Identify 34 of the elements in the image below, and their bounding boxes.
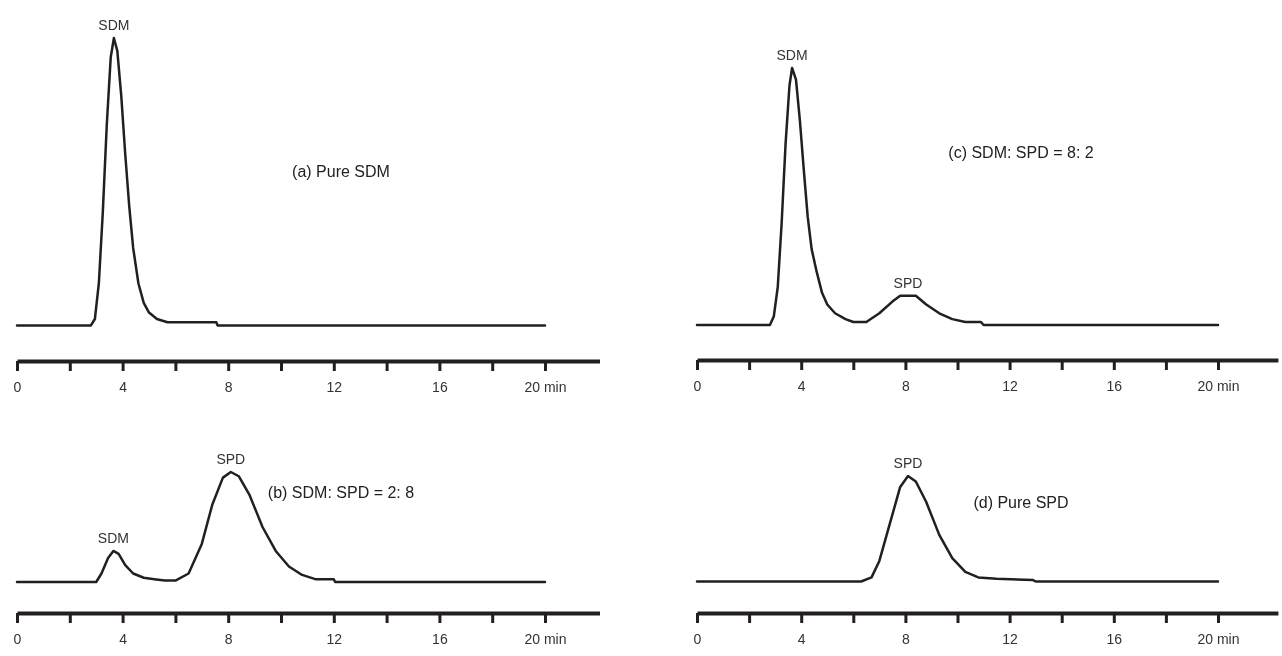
x-tick-label: 20 min [524,631,567,648]
x-tick-label: 12 [1002,631,1019,648]
annotation: SDM [98,17,130,33]
annotation: SDM [97,529,129,546]
annotation: SPD [893,455,923,471]
x-tick-label: 12 [326,379,343,396]
x-tick-label: 4 [797,378,806,395]
x-tick-label: 8 [224,379,233,396]
x-tick-label: 0 [693,631,702,648]
x-tick-label: 16 [432,379,448,396]
annotation: (d) Pure SPD [973,493,1069,511]
annotation: (c) SDM: SPD = 8: 2 [948,143,1094,161]
x-tick-label: 4 [119,631,128,648]
x-tick-label: 0 [693,378,702,395]
x-tick-label: 12 [326,631,343,648]
annotation: (a) Pure SDM [292,162,390,180]
x-tick-label: 4 [797,631,806,648]
x-tick-label: 16 [1106,631,1123,648]
annotation: SDM [776,47,808,63]
annotation: (b) SDM: SPD = 2: 8 [267,484,415,502]
x-tick-label: 12 [1002,378,1019,395]
x-tick-label: 16 [1106,378,1123,395]
annotation: SPD [216,451,246,467]
x-tick-label: 0 [13,631,22,648]
x-tick-label: 8 [902,631,910,648]
x-tick-label: 8 [224,631,233,648]
x-tick-label: 8 [902,378,910,395]
annotation: SPD [893,274,923,291]
x-tick-label: 4 [119,379,128,396]
x-tick-label: 0 [13,379,22,396]
x-tick-label: 16 [432,631,448,648]
x-tick-label: 20 min [1197,378,1240,395]
x-tick-label: 20 min [524,379,567,396]
x-tick-label: 20 min [1197,631,1240,648]
